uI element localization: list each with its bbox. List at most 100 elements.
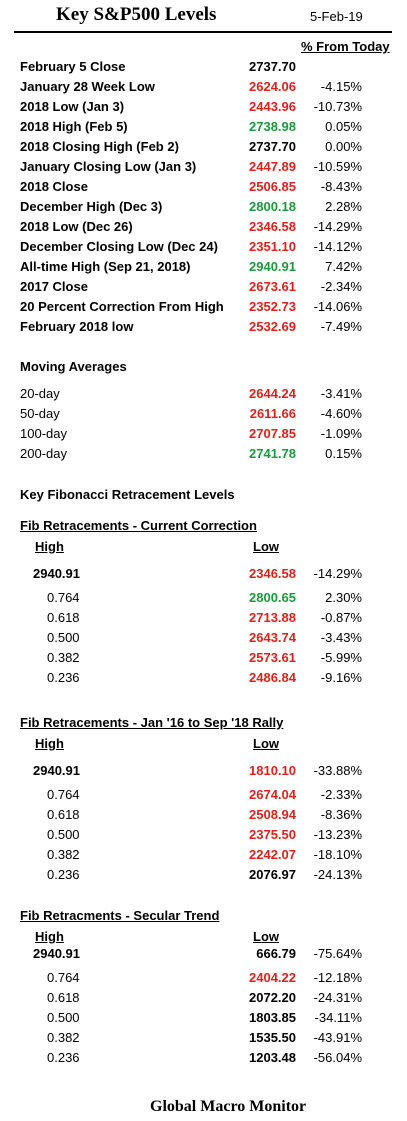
row-value: 1810.10 [249, 763, 296, 778]
fib-anchor-row: 2940.91 2346.58 -14.29% [0, 566, 407, 586]
fib-level-row: 0.618 2713.88 -0.87% [0, 610, 407, 630]
fib-section-title: Fib Retracments - Secular Trend [20, 908, 220, 923]
low-column-header: Low [253, 929, 279, 944]
row-label: 0.382 [47, 650, 80, 665]
level-row: 2018 Low (Dec 26) 2346.58 -14.29% [0, 219, 407, 239]
row-value: 2800.18 [249, 199, 296, 214]
row-value: 2443.96 [249, 99, 296, 114]
row-percent: -0.87% [320, 610, 362, 625]
row-label: 0.236 [47, 670, 80, 685]
low-column-header: Low [253, 736, 279, 751]
row-value: 2800.65 [249, 590, 296, 605]
row-percent: -2.33% [320, 787, 362, 802]
row-value: 2072.20 [249, 990, 296, 1005]
row-percent: -24.13% [313, 867, 362, 882]
fib-level-row: 0.500 1803.85 -34.11% [0, 1010, 407, 1030]
row-percent: -3.43% [320, 630, 362, 645]
row-label: 0.236 [47, 1050, 80, 1065]
level-row: December Closing Low (Dec 24) 2351.10 -14.… [0, 239, 407, 259]
row-value: 2674.04 [249, 787, 296, 802]
row-percent: -18.10% [313, 847, 362, 862]
row-value: 1203.48 [249, 1050, 296, 1065]
row-percent: -14.29% [313, 219, 362, 234]
row-percent: -14.29% [313, 566, 362, 581]
row-label: 0.500 [47, 827, 80, 842]
row-percent: -5.99% [320, 650, 362, 665]
row-percent: 2.28% [325, 199, 362, 214]
row-percent: -33.88% [313, 763, 362, 778]
level-row: January 28 Week Low 2624.06 -4.15% [0, 79, 407, 99]
fib-level-row: 0.764 2404.22 -12.18% [0, 970, 407, 990]
footer-brand: Global Macro Monitor [150, 1098, 307, 1115]
row-percent: -13.23% [313, 827, 362, 842]
row-value: 2713.88 [249, 610, 296, 625]
row-value: 2352.73 [249, 299, 296, 314]
row-label: 2018 High (Feb 5) [20, 119, 128, 134]
row-value: 2624.06 [249, 79, 296, 94]
fib-section-title: Fib Retracements - Jan '16 to Sep '18 Ra… [20, 715, 284, 730]
row-percent: -1.09% [320, 426, 362, 441]
row-percent: -4.60% [320, 406, 362, 421]
row-percent: 7.42% [325, 259, 362, 274]
row-value: 2644.24 [249, 386, 296, 401]
row-label: 2017 Close [20, 279, 88, 294]
row-value: 2611.66 [249, 406, 296, 421]
fib-level-row: 0.764 2674.04 -2.33% [0, 787, 407, 807]
high-column-header: High [35, 539, 64, 554]
row-value: 2242.07 [249, 847, 296, 862]
level-row: 2018 Low (Jan 3) 2443.96 -10.73% [0, 99, 407, 119]
row-label: 200-day [20, 446, 67, 461]
level-row: 20 Percent Correction From High 2352.73 -1… [0, 299, 407, 319]
level-row: February 5 Close 2737.70 [0, 59, 407, 79]
row-label: 2940.91 [33, 763, 80, 778]
row-label: All-time High (Sep 21, 2018) [20, 259, 191, 274]
row-label: 2940.91 [33, 946, 80, 961]
row-percent: 0.15% [325, 446, 362, 461]
row-percent: 0.00% [325, 139, 362, 154]
row-value: 2707.85 [249, 426, 296, 441]
row-label: 2018 Low (Jan 3) [20, 99, 125, 114]
row-label: 0.764 [47, 590, 80, 605]
row-value: 2940.91 [249, 259, 296, 274]
fib-anchor-row: 2940.91 1810.10 -33.88% [0, 763, 407, 783]
row-label: 0.500 [47, 1010, 80, 1025]
row-label: 100-day [20, 426, 67, 441]
title-divider [14, 31, 392, 33]
row-percent: -14.06% [313, 299, 362, 314]
row-label: February 2018 low [20, 319, 134, 334]
row-value: 2573.61 [249, 650, 296, 665]
row-label: 2018 Low (Dec 26) [20, 219, 133, 234]
fib-anchor-row: 2940.91 666.79 -75.64% [0, 946, 407, 966]
row-label: December Closing Low (Dec 24) [20, 239, 218, 254]
row-label: 2018 Closing High (Feb 2) [20, 139, 179, 154]
row-value: 2741.78 [249, 446, 296, 461]
row-label: January 28 Week Low [20, 79, 155, 94]
row-percent: -43.91% [313, 1030, 362, 1045]
fib-level-row: 0.236 1203.48 -56.04% [0, 1050, 407, 1070]
row-percent: -34.11% [314, 1010, 362, 1025]
fib-level-row: 0.500 2375.50 -13.23% [0, 827, 407, 847]
row-label: 0.500 [47, 630, 80, 645]
row-percent: -4.15% [320, 79, 362, 94]
fibonacci-title: Key Fibonacci Retracement Levels [20, 487, 235, 502]
row-percent: -2.34% [320, 279, 362, 294]
row-value: 2508.94 [249, 807, 296, 822]
row-label: 0.236 [47, 867, 80, 882]
row-label: December High (Dec 3) [20, 199, 163, 214]
fib-section-title: Fib Retracements - Current Correction [20, 518, 257, 533]
row-percent: -14.12% [313, 239, 362, 254]
level-row: 2018 Close 2506.85 -8.43% [0, 179, 407, 199]
row-percent: 2.30% [325, 590, 362, 605]
row-label: 2940.91 [33, 566, 80, 581]
row-percent: -7.49% [320, 319, 362, 334]
row-percent: -3.41% [320, 386, 362, 401]
row-value: 2404.22 [249, 970, 296, 985]
row-value: 666.79 [256, 946, 296, 961]
page-title: Key S&P500 Levels [56, 4, 217, 25]
row-value: 2447.89 [249, 159, 296, 174]
row-label: 20 Percent Correction From High [20, 299, 224, 314]
row-label: 0.618 [47, 990, 80, 1005]
fib-level-row: 0.764 2800.65 2.30% [0, 590, 407, 610]
row-percent: -8.36% [320, 807, 362, 822]
row-percent: -75.64% [313, 946, 362, 961]
